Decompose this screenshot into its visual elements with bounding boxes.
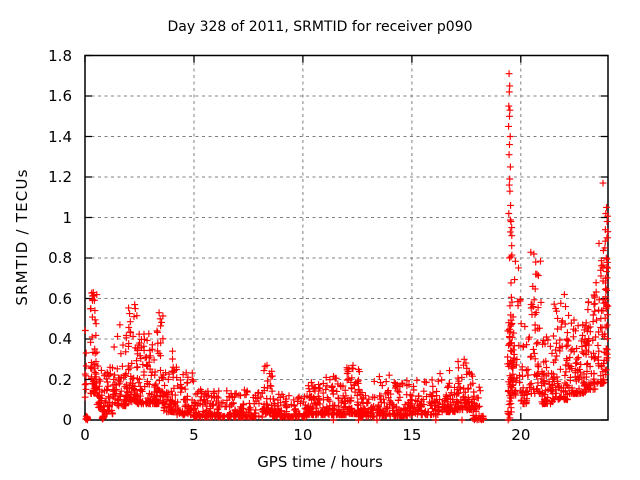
- x-tick-label: 15: [402, 426, 422, 444]
- y-axis-label: SRMTID / TECUs: [13, 168, 31, 306]
- data-points: [81, 70, 612, 424]
- y-tick-label: 0.8: [48, 249, 72, 267]
- x-axis-label: GPS time / hours: [257, 453, 383, 471]
- x-tick-label: 20: [511, 426, 531, 444]
- y-tick-label: 1.8: [48, 46, 72, 65]
- y-tick-label: 0.6: [48, 289, 72, 308]
- y-tick-label: 1: [62, 208, 72, 227]
- y-tick-label: 1.6: [48, 87, 72, 105]
- y-tick-label: 0.4: [48, 330, 72, 348]
- x-tick-label: 10: [293, 426, 313, 444]
- chart-title: Day 328 of 2011, SRMTID for receiver p09…: [167, 19, 473, 35]
- x-tick-label: 0: [80, 426, 90, 444]
- y-tick-label: 0: [62, 411, 72, 429]
- y-tick-label: 0.2: [48, 370, 72, 389]
- y-tick-label: 1.2: [48, 168, 72, 186]
- y-tick-label: 1.4: [48, 127, 72, 146]
- x-tick-label: 5: [189, 426, 199, 444]
